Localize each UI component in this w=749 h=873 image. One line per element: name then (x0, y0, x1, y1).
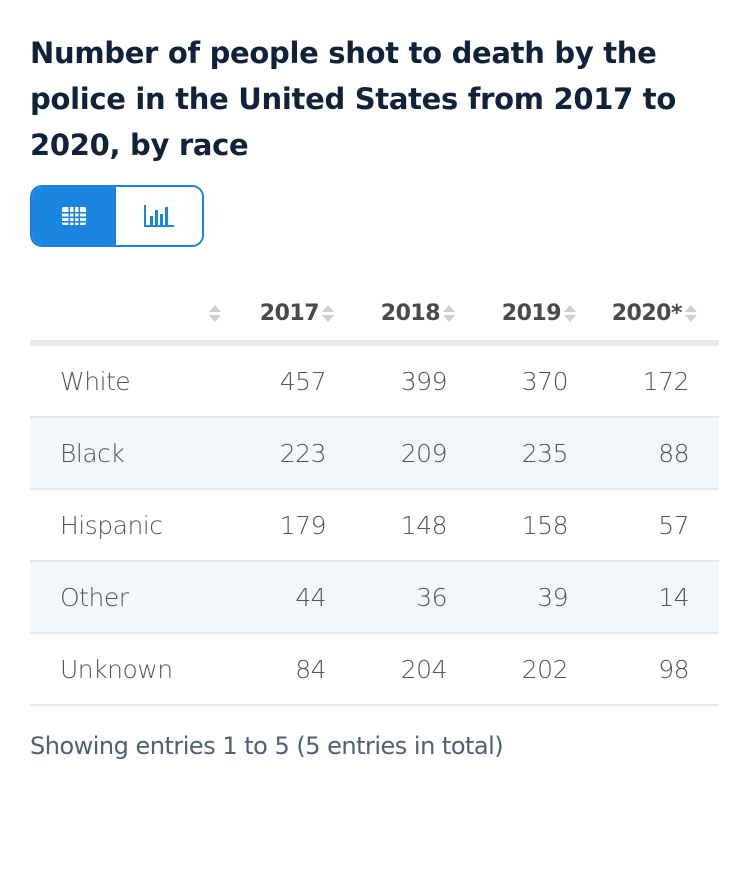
cell-value: 209 (400, 438, 448, 468)
cell-value: 44 (295, 582, 326, 612)
entries-summary: Showing entries 1 to 5 (5 entries in tot… (30, 732, 504, 760)
column-header-2018[interactable]: 2018 (356, 286, 477, 343)
chart-view-button[interactable] (116, 187, 202, 245)
column-header-2019[interactable]: 2019 (477, 286, 598, 343)
table-view-button[interactable] (32, 187, 116, 245)
cell-value: 84 (295, 654, 326, 684)
cell-value: 158 (521, 510, 569, 540)
sort-icon[interactable] (685, 305, 697, 322)
page-title: Number of people shot to death by the po… (30, 36, 676, 162)
sort-icon[interactable] (564, 305, 576, 322)
table-icon (62, 207, 86, 225)
table-header-row: 2017 2018 2019 2020* (30, 286, 719, 343)
table-row: Unknown 84 204 202 98 (30, 633, 719, 705)
cell-value: 88 (658, 438, 689, 468)
cell-value: 39 (537, 582, 568, 612)
sort-icon[interactable] (443, 305, 455, 322)
cell-value: 223 (279, 438, 327, 468)
cell-value: 148 (400, 510, 448, 540)
cell-value: 204 (400, 654, 448, 684)
cell-value: 235 (521, 438, 569, 468)
cell-value: 36 (416, 582, 447, 612)
cell-value: 179 (279, 510, 327, 540)
cell-value: 202 (521, 654, 569, 684)
table-row: White 457 399 370 172 (30, 343, 719, 417)
cell-value: 14 (658, 582, 689, 612)
row-label: Unknown (60, 654, 173, 684)
cell-value: 98 (658, 654, 689, 684)
table-row: Black 223 209 235 88 (30, 417, 719, 489)
cell-value: 172 (642, 366, 690, 396)
row-label: Hispanic (60, 510, 163, 540)
sort-icon[interactable] (322, 305, 334, 322)
cell-value: 370 (521, 366, 569, 396)
table-row: Other 44 36 39 14 (30, 561, 719, 633)
view-toggle (30, 185, 204, 247)
cell-value: 399 (400, 366, 448, 396)
data-table: 2017 2018 2019 2020* White 457 399 370 1… (30, 286, 719, 706)
column-header-2020[interactable]: 2020* (598, 286, 719, 343)
row-label: Black (60, 438, 125, 468)
cell-value: 57 (658, 510, 689, 540)
cell-value: 457 (279, 366, 327, 396)
table-row: Hispanic 179 148 158 57 (30, 489, 719, 561)
row-label: White (60, 366, 131, 396)
row-label: Other (60, 582, 129, 612)
bar-chart-icon (144, 205, 174, 227)
sort-icon[interactable] (209, 305, 221, 322)
column-header-label[interactable] (30, 286, 235, 343)
column-header-2017[interactable]: 2017 (235, 286, 356, 343)
